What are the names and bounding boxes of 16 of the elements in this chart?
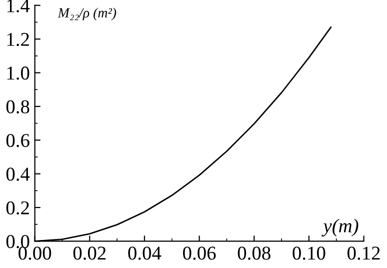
- x-tick-label: 0.06: [183, 246, 216, 260]
- y-tick-label: 0.4: [6, 168, 30, 181]
- y-tick-label: 0.0: [6, 235, 30, 248]
- x-tick-label: 0.04: [128, 246, 162, 260]
- y-tick-label: 0.8: [6, 100, 30, 114]
- y-tick-label: 1.2: [7, 32, 29, 46]
- x-tick-label: 0.02: [73, 246, 106, 260]
- x-tick-label: 0.12: [348, 246, 380, 260]
- x-tick-label: 0.00: [18, 246, 52, 260]
- y-axis-title: M₂₂/ρ (m²): [58, 8, 116, 20]
- y-tick-label: 0.6: [6, 134, 30, 148]
- x-tick-label: 0.08: [238, 246, 270, 260]
- y-tick-label: 1.0: [7, 66, 30, 80]
- x-tick-label: 0.10: [292, 246, 326, 260]
- y-tick-label: 0.2: [6, 201, 29, 215]
- x-axis-title: y(m): [322, 218, 358, 236]
